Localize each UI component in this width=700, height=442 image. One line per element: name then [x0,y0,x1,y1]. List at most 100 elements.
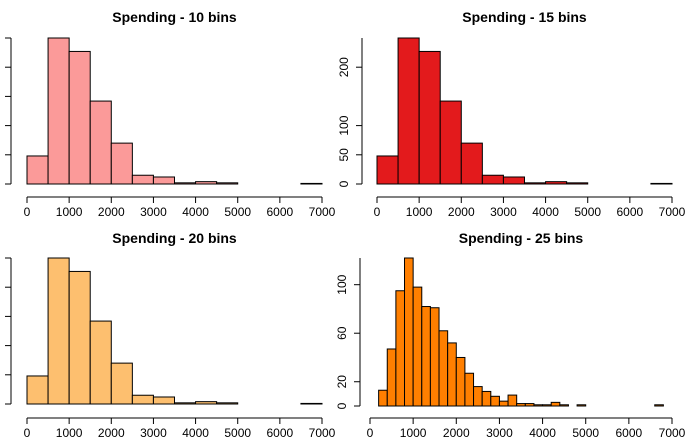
x-tick-label: 2000 [98,426,125,440]
x-tick-label: 1000 [56,205,83,219]
x-tick-label: 2000 [448,205,475,219]
y-tick-label: 100 [335,274,349,294]
x-tick-label: 3000 [490,205,517,219]
x-tick-label: 4000 [182,426,209,440]
histogram-bar [550,401,561,407]
histogram-bar [26,155,49,185]
panel-title: Spending - 20 bins [112,230,237,246]
y-tick-label: 20 [335,375,349,389]
histogram-bar [412,286,423,407]
x-tick-label: 0 [24,426,31,440]
histogram-bar [378,389,388,407]
histogram-panel-1: Spending - 10 bins 0 1000 2000 3000 4000 5000 6… [5,9,336,219]
x-tick-label: 6000 [617,205,644,219]
x-tick-label: 1000 [56,426,83,440]
histogram-bar [68,270,91,405]
histogram-bar [566,182,589,185]
x-tick-label: 5000 [224,426,251,440]
histogram-bar [216,402,239,405]
histogram-bar [26,375,49,405]
x-tick-label: 0 [24,205,31,219]
histogram-bar [464,372,475,407]
histogram-bar [455,356,466,407]
histogram-bar [47,257,70,405]
panel-title: Spending - 25 bins [459,230,584,246]
x-tick-label: 0 [367,426,374,440]
histogram-bar [524,182,547,185]
histogram-bar [195,181,218,185]
histogram-bar [447,342,457,407]
histogram-bar [460,142,483,185]
histogram-bar [131,174,154,185]
histogram-bar [545,181,568,185]
x-tick-label: 4000 [532,205,559,219]
y-tick-label: 0 [337,180,351,187]
x-tick-label: 1000 [406,205,433,219]
histogram-panel-3: Spending - 20 bins 0 1000 2000 3000 4000 5000 6… [5,230,336,440]
x-tick-label: 6000 [616,426,643,440]
histogram-bar [498,400,509,407]
histogram-bar [542,404,552,407]
histogram-bar [68,50,91,185]
histogram-bar [131,394,154,405]
panel-title: Spending - 15 bins [462,9,587,25]
histogram-bar [502,176,525,185]
histogram-bar [429,307,440,407]
x-tick-label: 3000 [486,426,513,440]
histogram-bar [300,182,323,185]
panel-title: Spending - 10 bins [112,9,237,25]
x-tick-label: 6000 [267,205,294,219]
y-tick-label: 60 [335,326,349,340]
histogram-bar [576,404,587,407]
y-tick-label: 200 [337,57,351,77]
histogram-bar [89,100,112,185]
histogram-bar [524,403,535,407]
histogram-bar [110,362,133,405]
histogram-bar [300,402,323,405]
histogram-bar [490,395,500,407]
x-tick-label: 1000 [400,426,427,440]
x-tick-label: 5000 [572,426,599,440]
y-tick-label: 0 [335,402,349,409]
histogram-bar [533,404,544,407]
histogram-bar [47,37,70,185]
histogram-bar [174,182,197,185]
x-tick-label: 6000 [267,426,294,440]
histogram-bar [152,396,176,405]
x-tick-label: 7000 [309,426,336,440]
y-tick-label: 100 [337,115,351,135]
histogram-bar [481,390,492,407]
x-tick-label: 3000 [140,205,167,219]
histogram-bar [404,257,414,407]
histogram-bar [507,394,518,407]
x-tick-label: 2000 [98,205,125,219]
x-tick-label: 7000 [659,205,686,219]
x-tick-label: 5000 [574,205,601,219]
histogram-bar [174,402,197,405]
y-tick-label: 50 [337,148,351,162]
histogram-bar [395,290,406,407]
x-tick-label: 2000 [443,426,470,440]
x-tick-label: 4000 [529,426,556,440]
x-tick-label: 7000 [659,426,686,440]
histogram-bar [216,182,239,185]
histogram-bar [516,403,526,407]
histogram-bar [386,348,397,407]
x-tick-label: 5000 [224,205,251,219]
histogram-bar [152,176,176,185]
histogram-bar [481,174,504,185]
histogram-bar [439,100,462,185]
histogram-bar [418,50,441,185]
histogram-bar [438,330,449,407]
histogram-bar [654,404,664,407]
x-tick-label: 0 [374,205,381,219]
histogram-bar [397,37,420,185]
x-tick-label: 3000 [140,426,167,440]
histogram-bar [110,142,133,185]
x-tick-label: 4000 [182,205,209,219]
histogram-bar [650,182,673,185]
histogram-bar [376,155,399,185]
